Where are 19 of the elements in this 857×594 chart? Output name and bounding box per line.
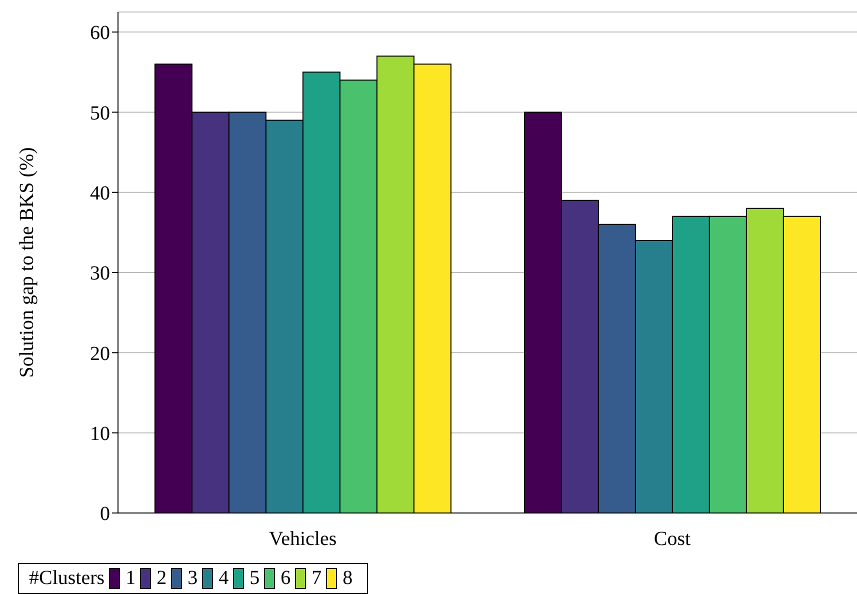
- legend-label: 6: [280, 567, 291, 590]
- y-tick-label: 0: [100, 503, 110, 526]
- legend-label: 1: [126, 567, 136, 590]
- y-tick-label: 50: [90, 102, 110, 124]
- x-tick-label: Cost: [654, 528, 692, 550]
- legend-label: 7: [312, 567, 322, 590]
- y-tick-label: 60: [90, 22, 110, 44]
- legend-label: 8: [342, 567, 353, 590]
- y-axis-title: Solution gap to the BKS (%): [16, 147, 38, 378]
- legend-label: 4: [218, 567, 229, 590]
- y-tick-label: 30: [90, 262, 110, 285]
- x-tick-label: Vehicles: [268, 528, 337, 550]
- y-tick-label: 10: [90, 422, 110, 445]
- legend-title: #Clusters: [29, 567, 105, 590]
- legend-label: 2: [156, 567, 167, 590]
- legend-label: 3: [188, 567, 198, 590]
- legend-label: 5: [250, 567, 260, 590]
- y-tick-label: 20: [90, 342, 110, 365]
- y-tick-label: 40: [90, 182, 110, 204]
